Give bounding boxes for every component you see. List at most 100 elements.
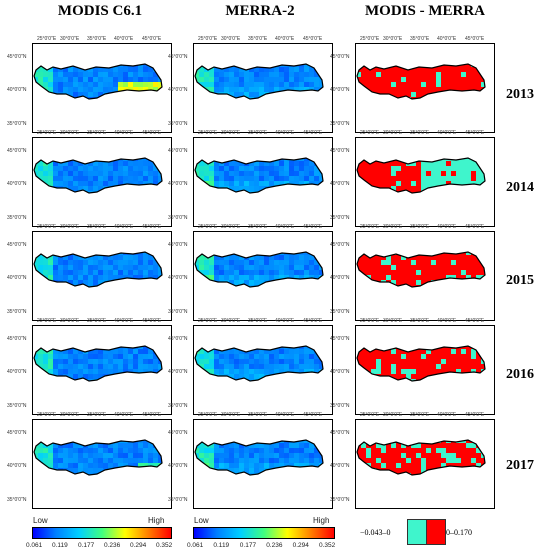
turkey-map <box>194 251 324 288</box>
lon-tick-label: 25°0'0"E <box>360 318 380 324</box>
lon-tick-label: 25°0'0"E <box>198 36 218 42</box>
lat-tick-label: 40°0'0"N <box>168 463 188 469</box>
year-label-2015: 2015 <box>506 273 534 288</box>
lat-tick-label: 40°0'0"N <box>330 369 350 375</box>
lon-tick-label: 40°0'0"E <box>437 36 457 42</box>
lon-tick-label: 30°0'0"E <box>221 36 241 42</box>
map-modis-2015: 25°0'0"E 30°0'0"E 35°0'0"E 40°0'0"E 45°0'0"E… <box>7 224 172 321</box>
colorbar-tick-label: 0.352 <box>156 542 173 549</box>
lat-tick-label: 45°0'0"N <box>168 242 188 248</box>
lon-tick-label: 45°0'0"E <box>303 130 323 136</box>
lon-tick-label: 25°0'0"E <box>37 36 57 42</box>
lon-tick-label: 45°0'0"E <box>465 130 485 136</box>
lat-tick-label: 45°0'0"N <box>330 54 350 60</box>
year-label-2014: 2014 <box>506 180 534 195</box>
turkey-map <box>194 345 324 382</box>
lat-tick-label: 45°0'0"N <box>168 148 188 154</box>
lon-tick-label: 45°0'0"E <box>465 318 485 324</box>
lon-tick-label: 40°0'0"E <box>437 130 457 136</box>
lat-tick-label: 45°0'0"N <box>7 54 27 60</box>
country-outline <box>356 157 486 194</box>
map-modis-2017: 25°0'0"E 30°0'0"E 35°0'0"E 40°0'0"E 45°0'0"E… <box>7 412 172 509</box>
map-diff-2016: 25°0'0"E 30°0'0"E 35°0'0"E 40°0'0"E 45°0'0"E… <box>330 318 495 415</box>
lon-tick-label: 30°0'0"E <box>221 412 241 418</box>
lon-tick-label: 35°0'0"E <box>410 130 430 136</box>
lon-tick-label: 45°0'0"E <box>142 412 162 418</box>
lon-tick-label: 35°0'0"E <box>410 36 430 42</box>
lon-tick-label: 45°0'0"E <box>142 130 162 136</box>
map-merra-2013: 25°0'0"E 30°0'0"E 35°0'0"E 40°0'0"E 45°0'0"E… <box>168 36 333 133</box>
title-merra: MERRA-2 <box>225 3 295 19</box>
lon-tick-label: 35°0'0"E <box>87 224 107 230</box>
lon-tick-label: 30°0'0"E <box>221 130 241 136</box>
country-outline <box>194 157 324 194</box>
lat-tick-label: 35°0'0"N <box>330 309 350 315</box>
lon-tick-label: 25°0'0"E <box>360 130 380 136</box>
turkey-map <box>356 345 486 382</box>
lon-tick-label: 40°0'0"E <box>114 36 134 42</box>
lon-tick-label: 45°0'0"E <box>465 36 485 42</box>
lon-tick-label: 40°0'0"E <box>114 318 134 324</box>
lon-tick-label: 30°0'0"E <box>383 130 403 136</box>
turkey-map <box>33 439 163 476</box>
map-modis-2014: 25°0'0"E 30°0'0"E 35°0'0"E 40°0'0"E 45°0'0"E… <box>7 130 172 227</box>
lon-tick-label: 25°0'0"E <box>360 412 380 418</box>
lon-tick-label: 25°0'0"E <box>37 412 57 418</box>
cb2-low: Low <box>194 516 209 525</box>
lon-tick-label: 45°0'0"E <box>303 36 323 42</box>
lon-tick-label: 35°0'0"E <box>87 36 107 42</box>
lon-tick-label: 30°0'0"E <box>60 412 80 418</box>
lat-tick-label: 35°0'0"N <box>330 497 350 503</box>
lat-tick-label: 35°0'0"N <box>168 403 188 409</box>
lon-tick-label: 25°0'0"E <box>360 224 380 230</box>
country-outline <box>33 251 163 288</box>
lon-tick-label: 35°0'0"E <box>87 318 107 324</box>
lon-tick-label: 25°0'0"E <box>37 224 57 230</box>
cb2-high: High <box>313 516 330 525</box>
country-outline <box>356 251 486 288</box>
lon-tick-label: 30°0'0"E <box>60 130 80 136</box>
lon-tick-label: 30°0'0"E <box>221 224 241 230</box>
lat-tick-label: 40°0'0"N <box>168 369 188 375</box>
lat-tick-label: 45°0'0"N <box>330 336 350 342</box>
lon-tick-label: 40°0'0"E <box>437 224 457 230</box>
lon-tick-label: 30°0'0"E <box>383 318 403 324</box>
country-outline <box>356 63 486 100</box>
lat-tick-label: 35°0'0"N <box>168 215 188 221</box>
lat-tick-label: 35°0'0"N <box>330 215 350 221</box>
lat-tick-label: 45°0'0"N <box>7 336 27 342</box>
legend-negative-label: −0.043–0 <box>360 528 391 537</box>
lat-tick-label: 45°0'0"N <box>330 430 350 436</box>
colorbar-tick-label: 0.119 <box>52 542 68 549</box>
lat-tick-label: 45°0'0"N <box>7 242 27 248</box>
map-merra-2016: 25°0'0"E 30°0'0"E 35°0'0"E 40°0'0"E 45°0'0"E… <box>168 318 333 415</box>
title-diff: MODIS - MERRA <box>365 3 485 19</box>
colorbar-tick-label: 0.119 <box>213 542 230 549</box>
colorbar-tick-label: 0.061 <box>187 542 204 549</box>
lon-tick-label: 25°0'0"E <box>198 130 218 136</box>
lon-tick-label: 45°0'0"E <box>303 224 323 230</box>
turkey-map <box>194 63 324 100</box>
lon-tick-label: 40°0'0"E <box>275 318 295 324</box>
lon-tick-label: 35°0'0"E <box>87 130 107 136</box>
colorbar-tick-label: 0.294 <box>292 542 309 549</box>
lon-tick-label: 45°0'0"E <box>465 224 485 230</box>
lat-tick-label: 35°0'0"N <box>330 121 350 127</box>
lon-tick-label: 45°0'0"E <box>142 318 162 324</box>
legend-positive-label: 0–0.170 <box>446 528 472 537</box>
turkey-map <box>356 439 486 476</box>
cb1-high: High <box>148 516 165 525</box>
lon-tick-label: 40°0'0"E <box>275 224 295 230</box>
country-outline <box>194 251 324 288</box>
country-outline <box>356 439 486 476</box>
lat-tick-label: 45°0'0"N <box>168 54 188 60</box>
colorbar-tick-label: 0.177 <box>78 542 95 549</box>
lon-tick-label: 40°0'0"E <box>275 412 295 418</box>
colorbar-tick-label: 0.061 <box>26 542 43 549</box>
legend-negative-swatch <box>407 519 427 545</box>
cb1-low: Low <box>33 516 48 525</box>
lat-tick-label: 40°0'0"N <box>330 275 350 281</box>
map-modis-2016: 25°0'0"E 30°0'0"E 35°0'0"E 40°0'0"E 45°0'0"E… <box>7 318 172 415</box>
lon-tick-label: 30°0'0"E <box>383 412 403 418</box>
lat-tick-label: 40°0'0"N <box>330 181 350 187</box>
